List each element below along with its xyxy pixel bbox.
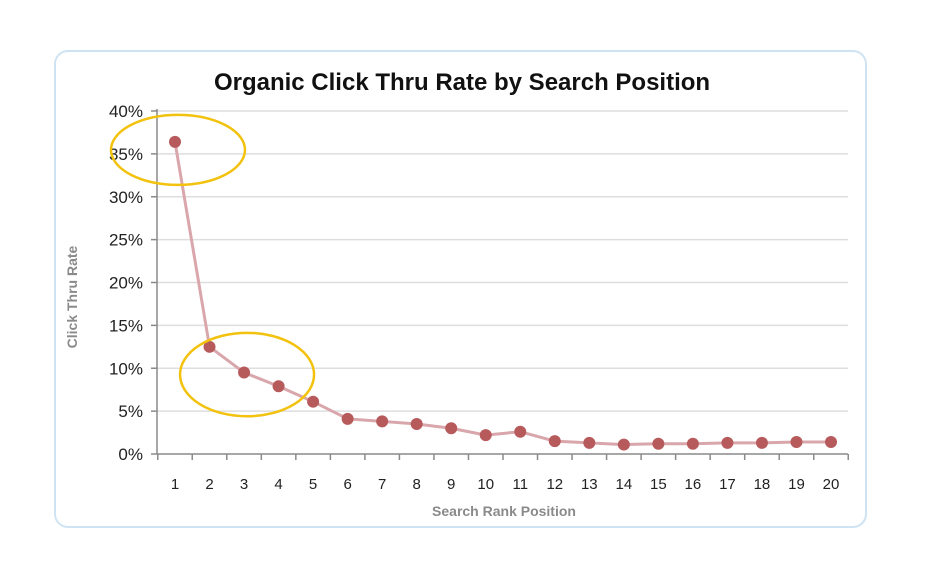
data-point bbox=[755, 436, 768, 449]
x-tick-label: 9 bbox=[447, 476, 455, 493]
data-point bbox=[479, 429, 492, 442]
y-tick-label: 0% bbox=[118, 445, 143, 464]
chart-frame bbox=[54, 50, 867, 528]
x-tick-label: 16 bbox=[685, 476, 702, 493]
data-point bbox=[238, 366, 251, 379]
y-tick-label: 15% bbox=[109, 316, 143, 335]
data-point bbox=[445, 422, 458, 435]
x-tick-label: 8 bbox=[413, 476, 421, 493]
axes bbox=[151, 109, 850, 460]
y-tick-label: 10% bbox=[109, 359, 143, 378]
chart-title: Organic Click Thru Rate by Search Positi… bbox=[214, 69, 710, 96]
y-axis-label: Click Thru Rate bbox=[64, 245, 80, 348]
x-tick-label: 20 bbox=[823, 476, 840, 493]
data-point bbox=[686, 437, 699, 450]
x-tick-label: 6 bbox=[343, 476, 351, 493]
y-tick-label: 40% bbox=[109, 102, 143, 121]
x-tick-label: 13 bbox=[581, 476, 598, 493]
x-tick-label: 15 bbox=[650, 476, 667, 493]
data-point bbox=[203, 340, 216, 353]
x-tick-label: 11 bbox=[512, 476, 528, 493]
y-tick-label: 25% bbox=[109, 231, 143, 250]
x-tick-label: 3 bbox=[240, 476, 248, 493]
x-tick-label: 10 bbox=[477, 476, 494, 493]
data-point bbox=[548, 435, 561, 448]
data-point bbox=[341, 412, 354, 425]
x-tick-label: 14 bbox=[615, 476, 632, 493]
y-tick-label: 20% bbox=[109, 274, 143, 293]
x-tick-label: 4 bbox=[274, 476, 282, 493]
data-point bbox=[169, 135, 181, 148]
grid-lines bbox=[157, 110, 848, 412]
data-point bbox=[307, 395, 320, 408]
x-tick-label: 18 bbox=[754, 476, 771, 493]
data-point bbox=[376, 415, 389, 428]
data-point bbox=[514, 425, 527, 438]
data-point bbox=[825, 435, 837, 448]
y-tick-label: 5% bbox=[118, 402, 143, 421]
x-axis-label: Search Rank Position bbox=[432, 503, 576, 519]
highlight-annotations bbox=[109, 113, 316, 418]
x-tick-label: 12 bbox=[546, 476, 563, 493]
data-point bbox=[272, 380, 285, 393]
x-tick-label: 2 bbox=[205, 476, 213, 493]
x-tick-label: 17 bbox=[719, 476, 736, 493]
data-point bbox=[652, 437, 665, 450]
x-tick-label: 7 bbox=[378, 476, 386, 493]
ctr-series bbox=[169, 135, 837, 451]
x-tick-labels: 1 2 3 4 5 6 7 8 9 10 11 12 13 14 15 16 17 18 19 20 bbox=[171, 476, 840, 493]
highlight-ellipse bbox=[178, 331, 316, 418]
highlight-ellipse bbox=[109, 113, 247, 187]
x-tick-label: 19 bbox=[788, 476, 805, 493]
data-point bbox=[617, 438, 630, 451]
data-point bbox=[790, 435, 803, 448]
ctr-series-line bbox=[173, 141, 831, 447]
y-tick-label: 35% bbox=[109, 145, 143, 164]
y-tick-labels: 0% 5% 10% 15% 20% 25% 30% 35% 40% bbox=[109, 102, 143, 464]
x-tick-label: 1 bbox=[171, 476, 179, 493]
y-tick-label: 30% bbox=[109, 188, 143, 207]
data-point bbox=[721, 436, 734, 449]
x-tick-label: 5 bbox=[309, 476, 317, 493]
data-point bbox=[410, 417, 423, 430]
data-point bbox=[583, 436, 596, 449]
